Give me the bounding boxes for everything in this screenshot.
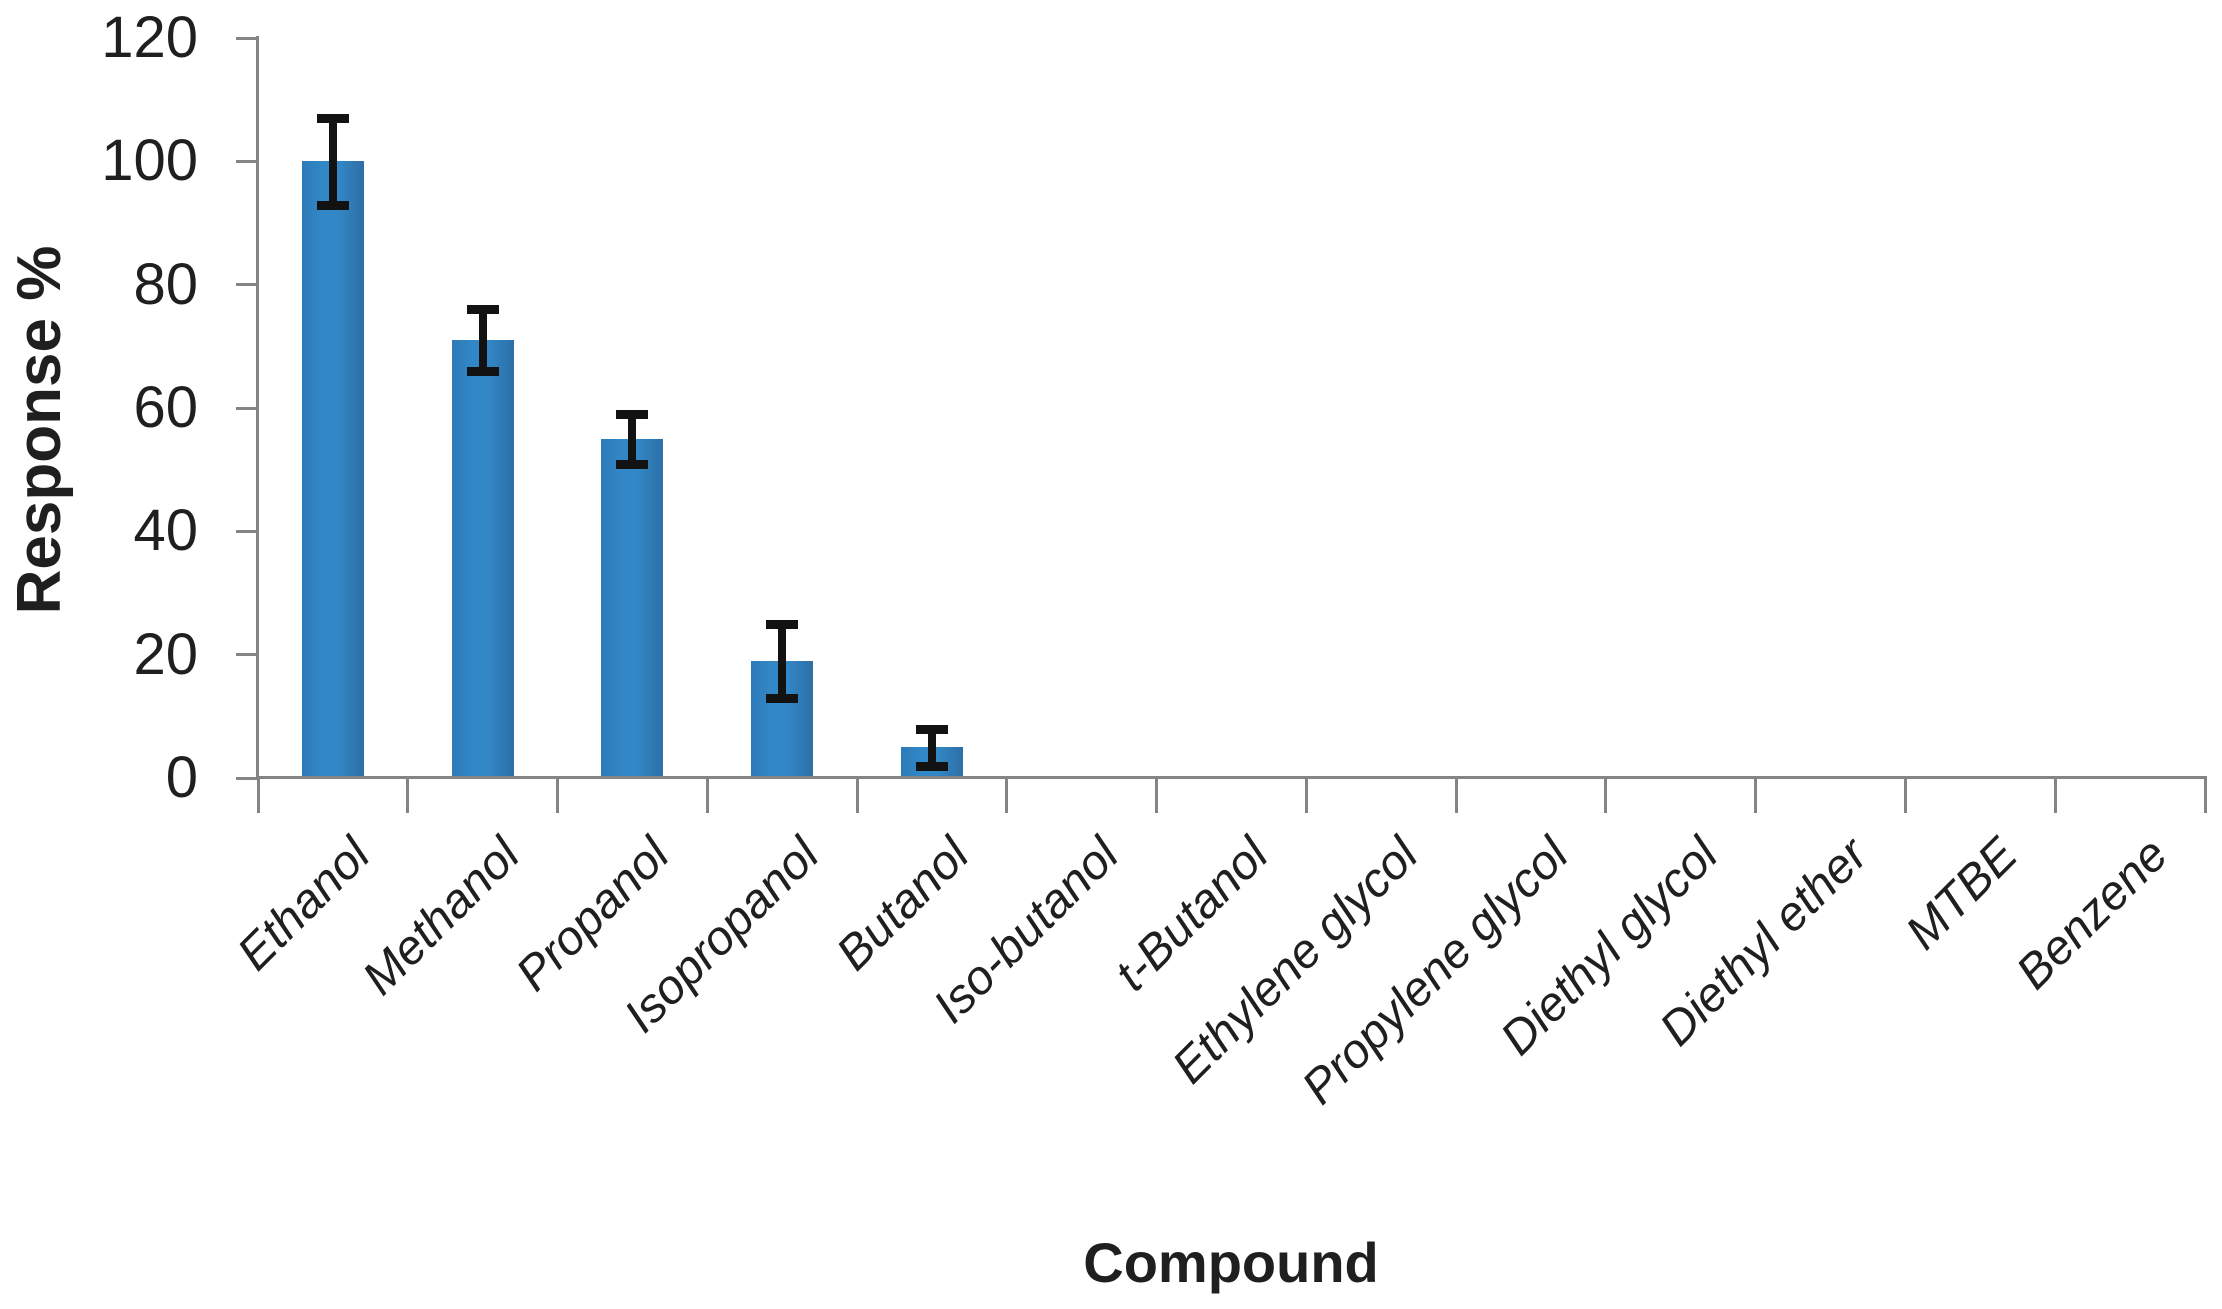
x-axis-title: Compound <box>1083 1231 1379 1294</box>
y-tick-label: 120 <box>101 5 198 70</box>
y-tick-mark <box>236 283 258 287</box>
bar-ethanol <box>301 161 364 779</box>
x-axis-line <box>256 776 2207 779</box>
y-tick-label: 60 <box>133 375 198 440</box>
error-bar-cap-top-methanol <box>466 305 499 315</box>
error-bar-cap-top-butanol <box>915 724 948 734</box>
y-tick-label: 80 <box>133 251 198 317</box>
error-bar-cap-bottom-methanol <box>466 367 499 376</box>
x-category-label-mtbe: MTBE <box>1896 828 2028 960</box>
bar-methanol <box>451 340 514 779</box>
error-bar-propanol <box>628 414 637 464</box>
x-category-label-methanol: Methanol <box>353 828 531 1006</box>
x-tick-mark <box>1005 779 1009 813</box>
bar-propanol <box>601 438 664 779</box>
x-tick-mark <box>705 779 709 813</box>
x-tick-mark <box>1754 779 1758 813</box>
error-bar-cap-bottom-ethanol <box>316 200 349 210</box>
y-tick-mark <box>236 776 258 780</box>
error-bar-butanol <box>927 728 936 766</box>
x-category-label-benzene: Benzene <box>2006 828 2178 1000</box>
y-tick-mark <box>236 529 258 533</box>
x-tick-mark <box>1604 779 1608 813</box>
error-bar-isopropanol <box>778 623 787 698</box>
y-tick-label: 40 <box>133 498 198 564</box>
error-bar-cap-bottom-propanol <box>616 459 649 469</box>
y-tick-label: 100 <box>101 128 198 194</box>
y-tick-mark <box>236 406 258 410</box>
x-tick-mark <box>1454 779 1458 813</box>
x-tick-mark <box>855 779 859 813</box>
error-bar-ethanol <box>328 118 337 205</box>
x-tick-mark <box>1304 779 1308 813</box>
error-bar-cap-bottom-isopropanol <box>766 693 799 703</box>
error-bar-cap-top-propanol <box>616 410 649 420</box>
y-tick-mark <box>236 653 258 657</box>
x-tick-mark <box>1903 779 1907 813</box>
x-tick-mark <box>406 779 410 813</box>
x-category-label-butanol: Butanol <box>826 828 980 981</box>
x-tick-mark <box>2203 779 2207 813</box>
y-tick-label: 0 <box>165 745 198 810</box>
error-bar-cap-top-ethanol <box>316 114 349 124</box>
x-tick-mark <box>2053 779 2057 813</box>
error-bar-methanol <box>478 309 487 371</box>
y-tick-mark <box>236 159 258 163</box>
x-category-label-propylene-glycol: Propylene glycol <box>1292 828 1579 1115</box>
x-tick-mark <box>1155 779 1159 813</box>
y-tick-label: 20 <box>133 621 198 687</box>
y-tick-mark <box>236 36 258 40</box>
error-bar-cap-top-isopropanol <box>766 619 799 629</box>
x-tick-mark <box>256 779 260 813</box>
error-bar-cap-bottom-butanol <box>915 761 948 771</box>
x-category-label-ethanol: Ethanol <box>227 828 381 981</box>
x-tick-mark <box>556 779 560 813</box>
